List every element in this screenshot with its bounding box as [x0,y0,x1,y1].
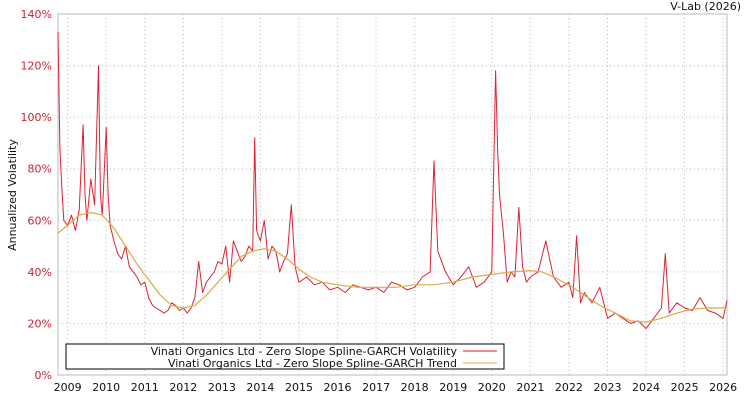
x-axis-ticks: 2009 2010 2011 2012 2013 2014 2015 2016 2017 2018… [54,381,738,394]
x-tick-label: 2020 [478,381,506,394]
y-axis-label: Annualized Volatility [6,139,19,251]
x-tick-label: 2013 [208,381,236,394]
y-tick-label: 100% [21,111,52,124]
y-tick-label: 40% [28,266,52,279]
x-tick-label: 2010 [92,381,120,394]
y-tick-label: 140% [21,8,52,21]
x-tick-label: 2021 [516,381,544,394]
volatility-line [57,32,728,330]
x-tick-label: 2012 [169,381,197,394]
y-tick-label: 120% [21,60,52,73]
legend: Vinati Organics Ltd - Zero Slope Spline-… [65,343,505,370]
x-tick-label: 2015 [285,381,313,394]
x-tick-label: 2026 [709,381,737,394]
credit-label: V-Lab (2026) [670,0,741,13]
x-tick-label: 2023 [593,381,621,394]
legend-label-trend: Vinati Organics Ltd - Zero Slope Spline-… [168,357,457,370]
y-tick-label: 80% [28,163,52,176]
x-tick-label: 2009 [54,381,82,394]
y-tick-label: 60% [28,214,52,227]
y-axis-ticks: 0% 20% 40% 60% 80% 100% 120% 140% [21,8,52,382]
series-lines [57,32,728,330]
x-tick-label: 2025 [671,381,699,394]
x-tick-label: 2016 [324,381,352,394]
y-tick-label: 0% [35,369,52,382]
x-tick-label: 2022 [555,381,583,394]
legend-label-volatility: Vinati Organics Ltd - Zero Slope Spline-… [151,345,458,358]
trend-line [57,211,727,323]
y-tick-label: 20% [28,317,52,330]
x-tick-label: 2014 [246,381,274,394]
x-tick-label: 2024 [632,381,660,394]
grid-lines [58,14,727,375]
x-tick-label: 2011 [131,381,159,394]
x-tick-label: 2018 [401,381,429,394]
legend-box [65,343,505,370]
x-tick-label: 2017 [362,381,390,394]
x-tick-label: 2019 [439,381,467,394]
plot-area [57,13,728,376]
